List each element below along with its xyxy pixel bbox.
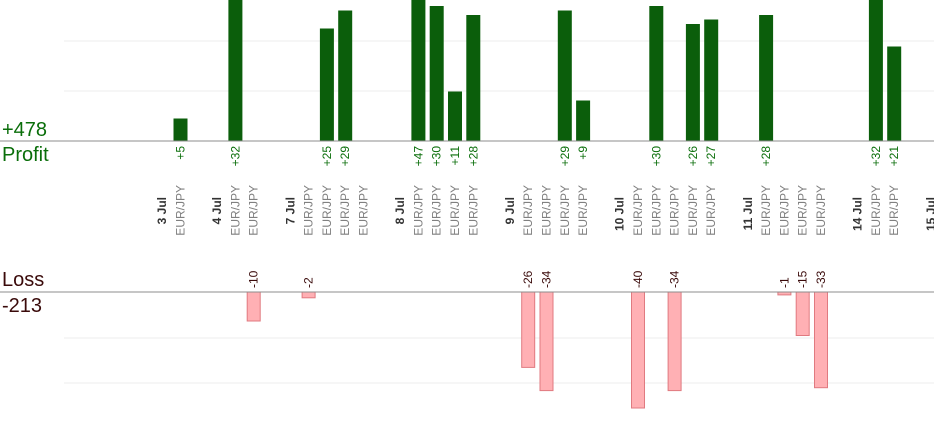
profit-bar <box>319 28 334 141</box>
pair-label: EUR/JPY <box>448 185 462 236</box>
loss-bar <box>814 291 828 389</box>
profit-bar <box>448 91 462 141</box>
profit-value-label: +11 <box>448 146 462 166</box>
pair-label: EUR/JPY <box>631 185 645 236</box>
profit-bar <box>649 6 664 141</box>
pair-label: EUR/JPY <box>686 185 700 236</box>
profit-value-label: +25 <box>320 146 334 167</box>
profit-value-label: +30 <box>430 146 444 167</box>
profit-bar <box>411 0 426 141</box>
pair-label: EUR/JPY <box>338 185 352 236</box>
pair-label: EUR/JPY <box>521 185 535 236</box>
profit-value-label: +28 <box>759 146 773 167</box>
pair-label: EUR/JPY <box>558 185 572 236</box>
pair-label: EUR/JPY <box>704 185 718 236</box>
loss-total: -213 <box>2 295 43 317</box>
date-label: 8 Jul <box>393 197 407 224</box>
date-label: 3 Jul <box>155 197 169 224</box>
profit-bar <box>173 118 188 141</box>
loss-value-label: -34 <box>540 270 554 288</box>
pair-label: EUR/JPY <box>430 185 444 236</box>
loss-value-label: -33 <box>814 270 828 288</box>
profit-bar <box>557 10 572 141</box>
profit-value-label: +9 <box>576 146 590 160</box>
profit-value-label: +32 <box>869 146 883 167</box>
loss-label: Loss <box>2 269 45 291</box>
date-label: 14 Jul <box>851 197 865 231</box>
profit-bar <box>704 19 719 141</box>
profit-bar <box>466 15 481 141</box>
pair-label: EUR/JPY <box>466 185 480 236</box>
loss-value-label: -34 <box>668 270 682 288</box>
loss-bar <box>795 291 810 336</box>
pair-label: EUR/JPY <box>777 185 791 236</box>
loss-value-label: -1 <box>777 277 791 288</box>
date-label: 10 Jul <box>613 197 627 231</box>
profit-value-label: +30 <box>649 146 663 167</box>
loss-bar <box>539 291 554 392</box>
pair-label: EUR/JPY <box>576 185 590 236</box>
profit-value-label: +26 <box>686 146 700 167</box>
profit-value-label: +28 <box>466 146 480 167</box>
profit-value-label: +21 <box>887 146 901 167</box>
profit-bar <box>429 6 444 141</box>
profit-bar <box>759 15 774 141</box>
pair-label: EUR/JPY <box>814 185 828 236</box>
date-label: 7 Jul <box>283 197 297 224</box>
pair-label: EUR/JPY <box>320 185 334 236</box>
profit-total: +478 <box>2 119 48 141</box>
date-label: 15 Jul <box>924 197 934 231</box>
loss-bar <box>521 291 536 368</box>
pair-label: EUR/JPY <box>887 185 901 236</box>
profit-bar <box>685 24 700 141</box>
pair-label: EUR/JPY <box>759 185 773 236</box>
profit-value-label: +47 <box>411 146 425 167</box>
loss-value-label: -26 <box>521 270 535 288</box>
profit-bar <box>887 46 902 141</box>
pair-label: EUR/JPY <box>357 185 371 236</box>
loss-bar <box>246 291 261 322</box>
profit-value-label: +5 <box>174 146 188 160</box>
loss-value-label: -10 <box>247 270 261 288</box>
loss-bar <box>631 291 645 409</box>
pair-label: EUR/JPY <box>668 185 682 236</box>
loss-value-label: -15 <box>796 270 810 288</box>
pair-label: EUR/JPY <box>302 185 316 236</box>
date-label: 9 Jul <box>503 197 517 224</box>
pair-label: EUR/JPY <box>649 185 663 236</box>
pair-label: EUR/JPY <box>796 185 810 236</box>
pair-label: EUR/JPY <box>247 185 261 236</box>
loss-bar <box>301 291 316 299</box>
date-label: 11 Jul <box>741 197 755 230</box>
pair-label: EUR/JPY <box>228 185 242 236</box>
date-label: 4 Jul <box>210 197 224 224</box>
pair-label: EUR/JPY <box>411 185 425 236</box>
profit-value-label: +29 <box>338 146 352 167</box>
pair-label: EUR/JPY <box>869 185 883 236</box>
profit-bar <box>228 0 243 141</box>
pair-label: EUR/JPY <box>540 185 554 236</box>
profit-bar <box>338 10 353 141</box>
loss-value-label: -2 <box>302 277 316 288</box>
profit-value-label: +29 <box>558 146 572 167</box>
profit-value-label: +32 <box>228 146 242 167</box>
profit-label: Profit <box>2 144 49 166</box>
loss-bar <box>667 291 682 392</box>
profit-bar <box>868 0 883 141</box>
loss-value-label: -40 <box>631 270 645 288</box>
profit-value-label: +27 <box>704 146 718 167</box>
profit-bar <box>576 100 591 141</box>
pair-label: EUR/JPY <box>174 185 188 236</box>
